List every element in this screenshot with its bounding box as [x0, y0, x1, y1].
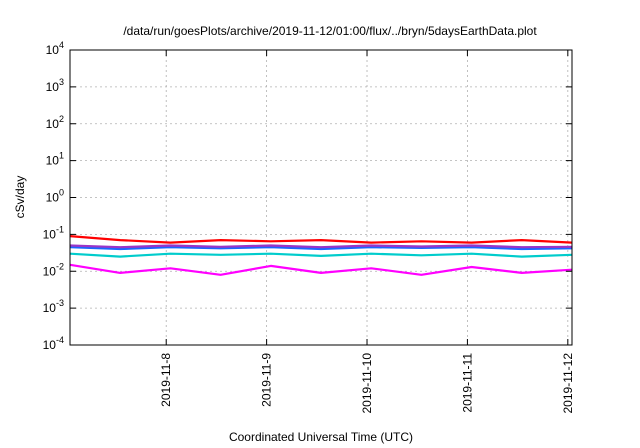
y-axis-label: cSv/day	[13, 176, 27, 219]
y-tick-label: 100	[46, 188, 64, 205]
chart-title: /data/run/goesPlots/archive/2019-11-12/0…	[123, 24, 537, 38]
x-axis-label: Coordinated Universal Time (UTC)	[229, 430, 413, 444]
y-tick-label: 102	[46, 114, 64, 131]
series-line-1	[69, 252, 573, 258]
y-tick-label: 101	[46, 151, 64, 168]
grid	[70, 50, 572, 345]
series-line-3	[69, 244, 573, 249]
y-tick-label: 104	[46, 40, 64, 57]
series-group	[69, 235, 573, 276]
x-axis: 2019-11-8 2019-11-9 2019-11-10 2019-11-11 20…	[159, 50, 575, 414]
x-tick-label: 2019-11-8	[159, 353, 173, 407]
y-tick-label: 103	[46, 77, 64, 94]
x-tick-label: 2019-11-12	[561, 353, 575, 414]
x-tick-label: 2019-11-9	[260, 353, 274, 407]
series-line-0	[69, 235, 573, 244]
x-tick-label: 2019-11-10	[360, 353, 374, 414]
y-tick-label: 10-2	[43, 261, 64, 278]
x-tick-label: 2019-11-11	[460, 353, 474, 413]
y-tick-label: 10-1	[43, 224, 64, 241]
y-axis: 10-4 10-3 10-2 10-1 100 101 102 103 104	[43, 40, 572, 352]
y-tick-label: 10-4	[43, 335, 64, 352]
series-line-2	[69, 246, 573, 251]
series-line-4	[69, 263, 573, 276]
y-tick-label: 10-3	[43, 298, 64, 315]
